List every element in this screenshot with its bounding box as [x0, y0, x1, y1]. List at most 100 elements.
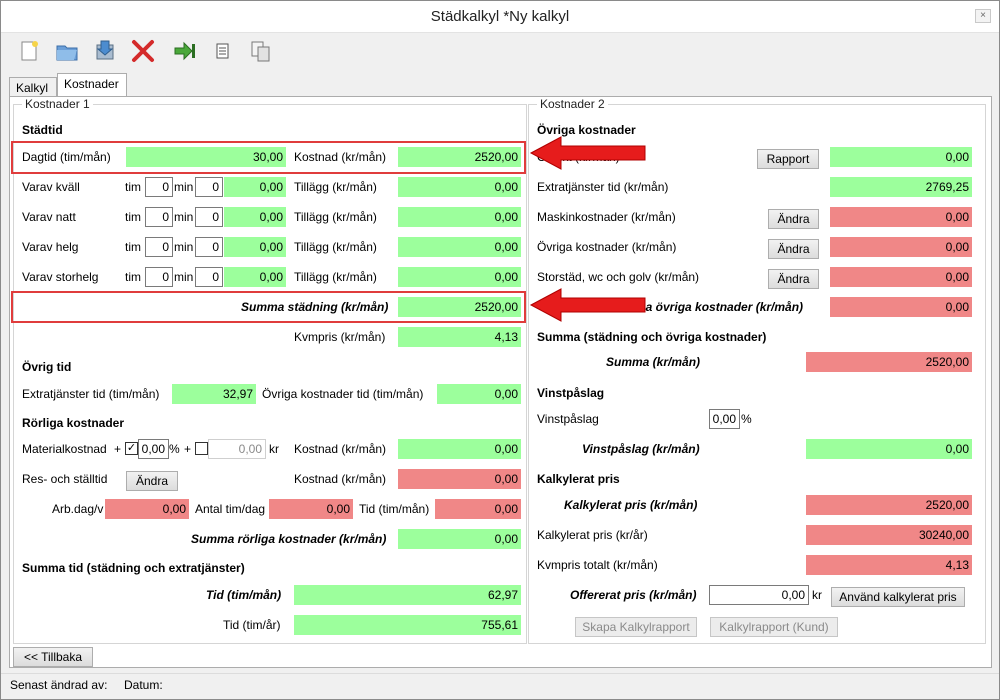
section-title-ovriga: Övriga kostnader	[537, 123, 636, 137]
kalk-man-label: Kalkylerat pris (kr/mån)	[564, 498, 698, 512]
tim-label: tim	[125, 270, 141, 284]
toolbar	[1, 34, 999, 72]
summa-ovriga-label: Summa övriga kostnader (kr/mån)	[609, 300, 804, 314]
window-title: Städkalkyl *Ny kalkyl	[430, 8, 570, 25]
antal-tim-dag-value: 0,00	[269, 499, 353, 519]
new-document-icon[interactable]	[15, 37, 43, 65]
dagtid-value: 30,00	[126, 147, 286, 167]
kvmpris-totalt-value: 4,13	[806, 555, 972, 575]
material-kr-checkbox[interactable]	[195, 442, 208, 455]
summa-rorliga-label: Summa rörliga kostnader (kr/mån)	[191, 532, 387, 546]
andra-button[interactable]: Ändra	[768, 269, 819, 289]
material-percent-input[interactable]: 0,00	[138, 439, 169, 459]
summa-stadning-label: Summa städning (kr/mån)	[241, 300, 389, 314]
group-kostnader-2: Kostnader 2	[528, 97, 986, 644]
arbdag-label: Arb.dag/v	[52, 502, 104, 516]
ovriga-kostnader-tid-value: 0,00	[437, 384, 521, 404]
plus-label: +	[184, 442, 192, 456]
group-label: Kostnader 2	[537, 97, 608, 111]
min-label: min	[174, 180, 194, 194]
materialkostnad-label: Materialkostnad	[22, 442, 107, 456]
summa-label: Summa (kr/mån)	[606, 355, 701, 369]
row-label: Storstäd, wc och golv (kr/mån)	[537, 270, 700, 284]
tillagg-value: 0,00	[398, 237, 521, 257]
row-label: Varav helg	[22, 240, 79, 254]
offererat-pris-label: Offererat pris (kr/mån)	[570, 588, 697, 602]
tim-input[interactable]: 0	[145, 207, 173, 227]
tim-input[interactable]: 0	[145, 267, 173, 287]
tim-label: tim	[125, 210, 141, 224]
row-value: 0,00	[830, 267, 972, 287]
extratjanster-tid-label: Extratjänster tid (tim/mån)	[22, 387, 160, 401]
summa-stadning-value: 2520,00	[398, 297, 521, 317]
dagtid-label: Dagtid (tim/mån)	[22, 150, 111, 164]
andra-res-button[interactable]: Ändra	[126, 471, 178, 491]
row-label: Maskinkostnader (kr/mån)	[537, 210, 676, 224]
material-kostnad-value: 0,00	[398, 439, 521, 459]
summa-value: 2520,00	[806, 352, 972, 372]
material-percent-checkbox[interactable]: ✓	[125, 442, 138, 455]
tim-input[interactable]: 0	[145, 177, 173, 197]
row-label: Varav storhelg	[22, 270, 99, 284]
tillagg-label: Tillägg (kr/mån)	[294, 240, 377, 254]
tillagg-label: Tillägg (kr/mån)	[294, 210, 377, 224]
arrow-left-icon	[529, 288, 646, 322]
kostnad-label: Kostnad (kr/mån)	[294, 442, 387, 456]
section-title-summa-total: Summa (städning och övriga kostnader)	[537, 330, 767, 344]
row-value: 0,00	[830, 207, 972, 227]
tab-kostnader[interactable]: Kostnader	[57, 73, 127, 97]
open-folder-icon[interactable]	[53, 37, 81, 65]
summa-rorliga-value: 0,00	[398, 529, 521, 549]
vinstpaslag-label: Vinstpåslag	[537, 412, 599, 426]
ovriga-kostnader-tid-label: Övriga kostnader tid (tim/mån)	[262, 387, 424, 401]
kalk-ar-value: 30240,00	[806, 525, 972, 545]
extratjanster-kr-label: Extratjänster tid (kr/mån)	[537, 180, 669, 194]
tid-label: Tid (tim/mån)	[359, 502, 430, 516]
close-icon[interactable]: ×	[975, 9, 991, 23]
highlight-box	[11, 141, 526, 174]
report-icon[interactable]	[209, 37, 237, 65]
res-stalltid-label: Res- och ställtid	[22, 472, 108, 486]
min-label: min	[174, 210, 194, 224]
anvand-kalkylerat-pris-button[interactable]: Använd kalkylerat pris	[831, 587, 965, 607]
kvmpris-label: Kvmpris (kr/mån)	[294, 330, 386, 344]
datum-label: Datum:	[124, 678, 163, 692]
section-title-stadtid: Städtid	[22, 123, 63, 137]
min-input[interactable]: 0	[195, 237, 223, 257]
row-label: Övriga kostnader (kr/mån)	[537, 240, 677, 254]
senast-andrad-label: Senast ändrad av:	[10, 678, 108, 692]
row-value: 0,00	[224, 207, 286, 227]
tillagg-value: 0,00	[398, 207, 521, 227]
andra-button[interactable]: Ändra	[768, 239, 819, 259]
vinstpaslag-percent-input[interactable]: 0,00	[709, 409, 740, 429]
save-icon[interactable]	[91, 37, 119, 65]
tim-input[interactable]: 0	[145, 237, 173, 257]
rapport-button[interactable]: Rapport	[757, 149, 819, 169]
status-bar: Senast ändrad av: Datum:	[1, 673, 999, 699]
export-icon[interactable]	[171, 37, 199, 65]
material-kr-input[interactable]: 0,00	[208, 439, 266, 459]
antal-tim-dag-label: Antal tim/dag	[195, 502, 266, 516]
skapa-kalkylrapport-button[interactable]: Skapa Kalkylrapport	[575, 617, 697, 637]
tid-manad-label: Tid (tim/mån)	[206, 588, 282, 602]
kalkylrapport-kund-button[interactable]: Kalkylrapport (Kund)	[710, 617, 838, 637]
extratjanster-kr-value: 2769,25	[830, 177, 972, 197]
min-input[interactable]: 0	[195, 207, 223, 227]
tillbaka-button[interactable]: << Tillbaka	[13, 647, 93, 667]
min-input[interactable]: 0	[195, 267, 223, 287]
tid-manad-value: 62,97	[294, 585, 521, 605]
delete-icon[interactable]	[129, 37, 157, 65]
copy-icon[interactable]	[247, 37, 275, 65]
andra-button[interactable]: Ändra	[768, 209, 819, 229]
min-label: min	[174, 270, 194, 284]
section-title-vinst: Vinstpåslag	[537, 386, 605, 400]
tab-kalkyl[interactable]: Kalkyl	[9, 77, 57, 97]
kostnad-label: Kostnad (kr/mån)	[294, 472, 387, 486]
arrow-left-icon	[529, 136, 646, 170]
min-input[interactable]: 0	[195, 177, 223, 197]
tillagg-value: 0,00	[398, 267, 521, 287]
tid-ar-value: 755,61	[294, 615, 521, 635]
extratjanster-tid-value: 32,97	[172, 384, 256, 404]
offererat-pris-input[interactable]: 0,00	[709, 585, 809, 605]
